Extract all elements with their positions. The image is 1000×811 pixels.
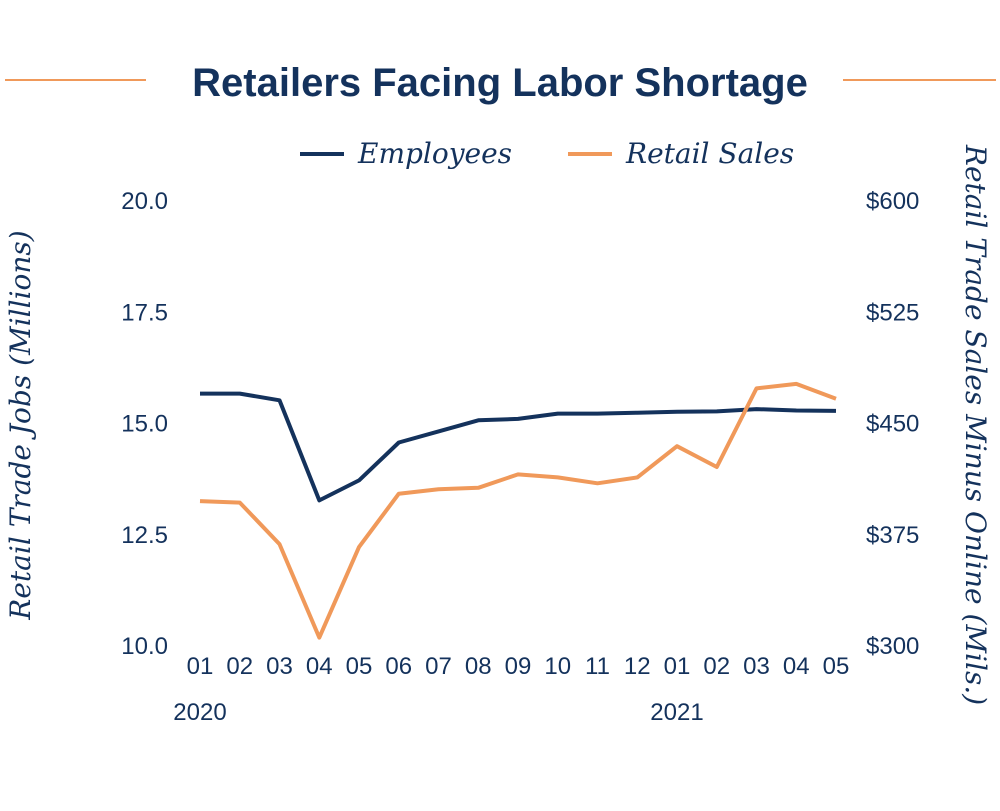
left-tick-label: 17.5 — [121, 299, 168, 326]
series-line-employees — [200, 391, 837, 503]
chart-title: Retailers Facing Labor Shortage — [192, 61, 808, 105]
x-axis-ticks: 01 02 03 04 05 06 07 08 09 10 11 12 01 02 03 04 05 — [187, 653, 850, 680]
x-tick-label: 04 — [783, 653, 810, 680]
x-tick-label: 03 — [743, 653, 770, 680]
x-year-label: 2020 — [173, 699, 226, 726]
x-tick-label: 11 — [585, 653, 610, 680]
x-tick-label: 01 — [664, 653, 691, 680]
x-tick-label: 08 — [465, 653, 492, 680]
legend-label-retail-sales: Retail Sales — [625, 137, 794, 170]
legend: Employees Retail Sales — [300, 137, 794, 170]
left-axis-ticks: 20.0 17.5 15.0 12.5 10.0 — [121, 188, 168, 660]
x-tick-label: 12 — [624, 653, 651, 680]
series-layer — [199, 381, 837, 640]
left-tick-label: 10.0 — [121, 633, 168, 660]
right-tick-label: $600 — [866, 188, 919, 215]
left-axis-title: Retail Trade Jobs (Millions) — [4, 230, 37, 620]
x-tick-label: 02 — [703, 653, 730, 680]
x-tick-label: 02 — [226, 653, 253, 680]
x-tick-label: 05 — [346, 653, 373, 680]
legend-label-employees: Employees — [357, 137, 512, 170]
right-tick-label: $450 — [866, 411, 919, 438]
right-tick-label: $375 — [866, 522, 919, 549]
x-tick-label: 05 — [823, 653, 850, 680]
x-axis-years: 2020 2021 — [173, 699, 703, 726]
right-tick-label: $300 — [866, 633, 919, 660]
series-line-retail-sales — [199, 381, 837, 640]
left-tick-label: 12.5 — [121, 522, 168, 549]
x-tick-label: 09 — [505, 653, 532, 680]
x-tick-label: 01 — [187, 653, 214, 680]
x-tick-label: 06 — [385, 653, 412, 680]
x-tick-label: 04 — [306, 653, 333, 680]
x-tick-label: 10 — [544, 653, 571, 680]
right-axis-ticks: $600 $525 $450 $375 $300 — [866, 188, 919, 660]
x-year-label: 2021 — [650, 699, 703, 726]
x-tick-label: 03 — [266, 653, 293, 680]
right-axis-title: Retail Trade Sales Minus Online (Mils.) — [959, 144, 992, 705]
left-tick-label: 20.0 — [121, 188, 168, 215]
left-tick-label: 15.0 — [121, 411, 168, 438]
x-tick-label: 07 — [425, 653, 452, 680]
right-tick-label: $525 — [866, 299, 919, 326]
